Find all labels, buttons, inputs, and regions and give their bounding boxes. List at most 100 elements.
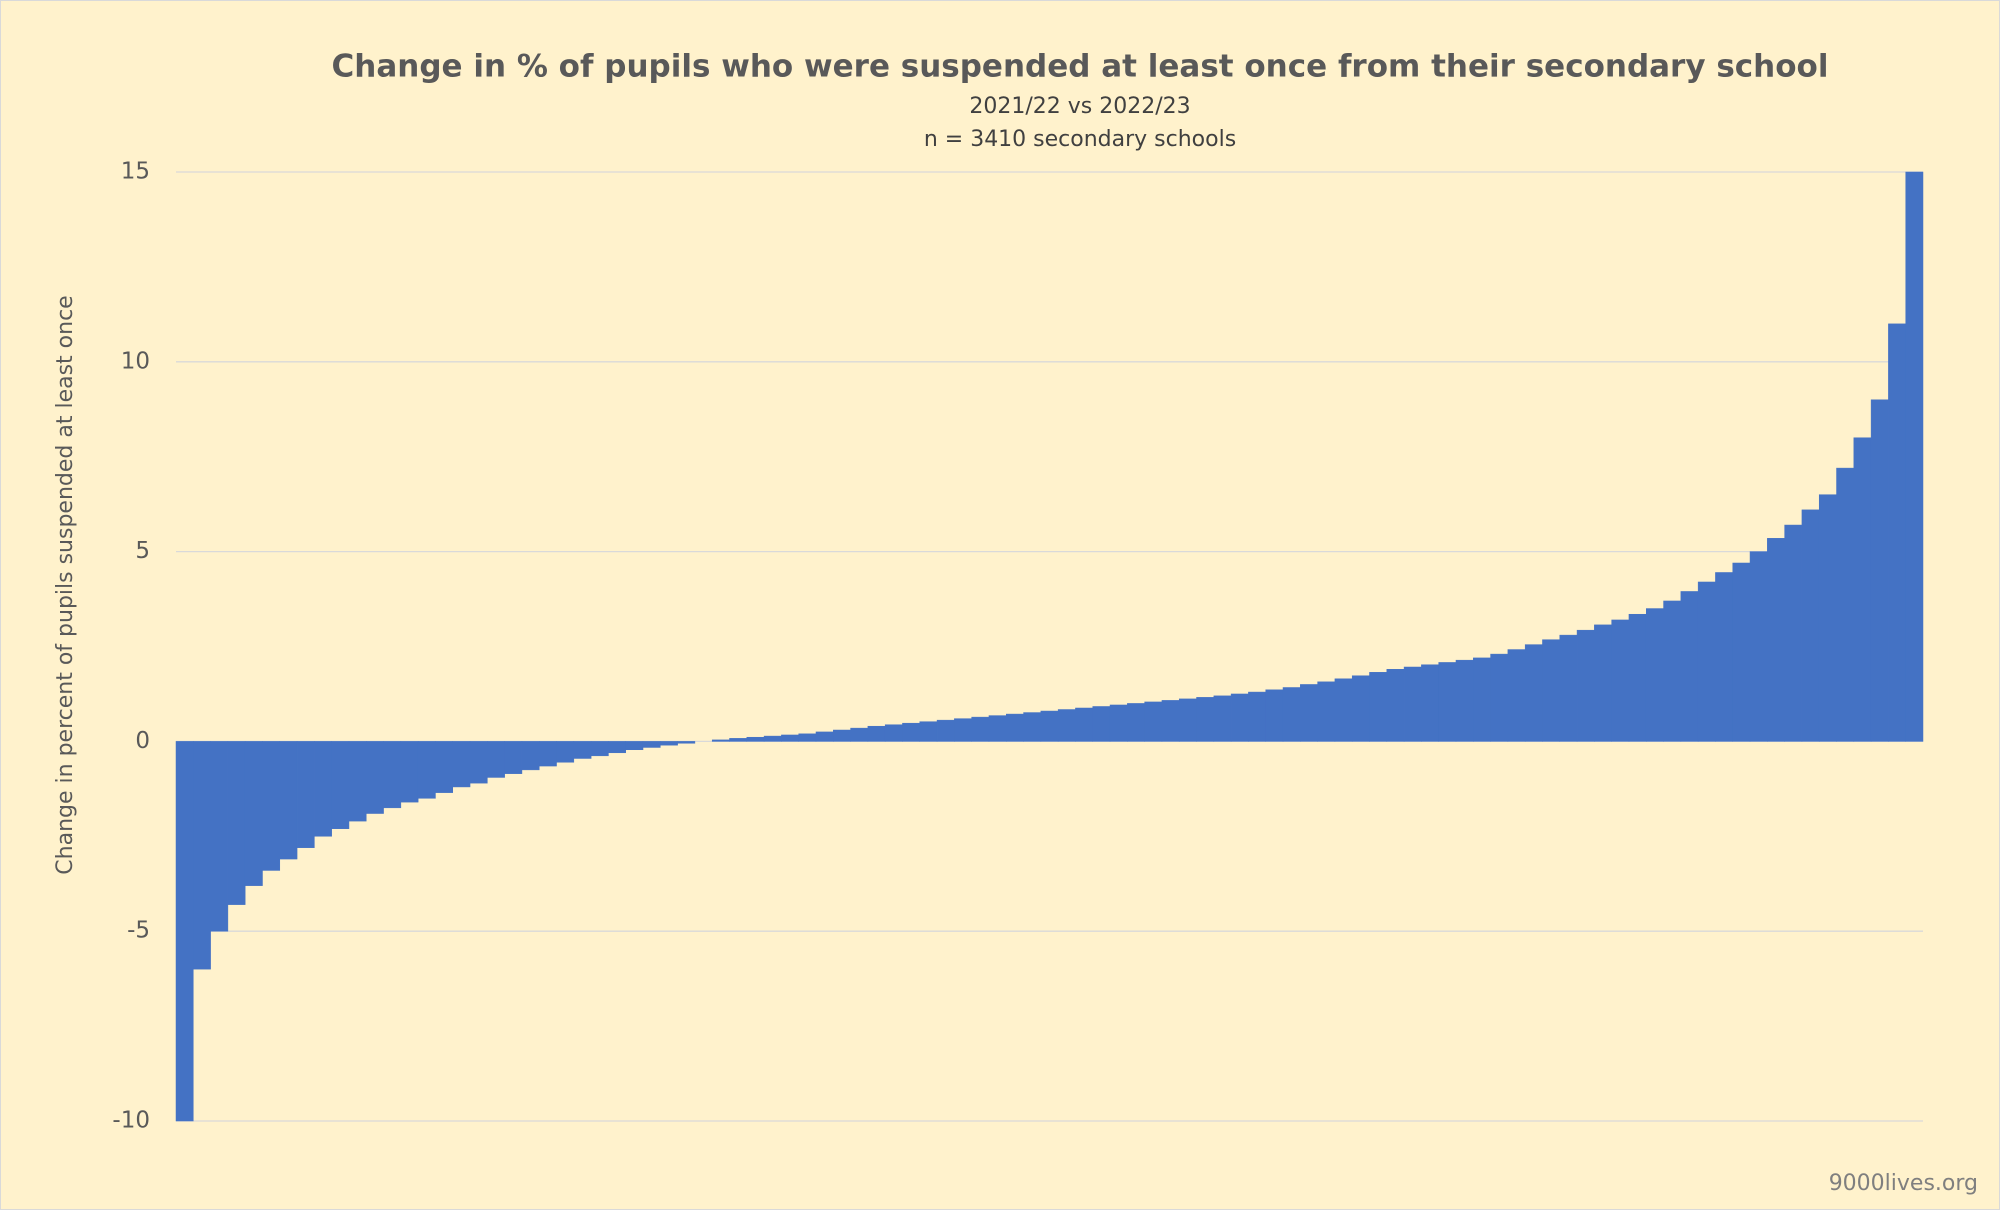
bar — [1265, 689, 1284, 742]
bar — [1092, 706, 1111, 742]
bar — [469, 741, 488, 784]
bar — [262, 741, 281, 871]
bar — [1282, 687, 1301, 742]
bar — [1507, 649, 1526, 742]
bar — [1628, 613, 1647, 742]
bar — [348, 741, 367, 822]
chart-subtitle: 2021/22 vs 2022/23 — [969, 94, 1190, 119]
bar — [1040, 710, 1059, 742]
bar — [660, 741, 678, 746]
bar — [1697, 581, 1716, 742]
bar — [1818, 494, 1837, 742]
bar — [1888, 323, 1906, 742]
bar — [729, 738, 748, 742]
bar — [608, 741, 626, 754]
bar — [1542, 639, 1561, 742]
chart-subtitle: n = 3410 secondary schools — [924, 127, 1236, 152]
bar — [452, 741, 471, 788]
bar — [331, 741, 350, 829]
bar — [642, 741, 661, 748]
bar — [1594, 624, 1612, 742]
bar — [1075, 707, 1093, 742]
bar — [1680, 591, 1699, 742]
bar — [1334, 678, 1353, 742]
bar — [1161, 700, 1180, 742]
bar — [1317, 681, 1336, 742]
bar — [1057, 709, 1076, 742]
bar — [1853, 437, 1872, 742]
y-tick-label: 0 — [135, 728, 150, 754]
bar — [193, 741, 211, 970]
bar — [1196, 697, 1215, 742]
bar — [1127, 703, 1145, 742]
bar — [1144, 701, 1163, 742]
bar — [936, 719, 955, 742]
bar — [366, 741, 384, 814]
bar — [1490, 653, 1509, 742]
bar — [711, 739, 730, 742]
bar — [971, 716, 990, 742]
bar — [296, 741, 315, 848]
bar — [1248, 691, 1266, 742]
bar — [1455, 659, 1474, 742]
bar — [798, 733, 817, 742]
bar — [919, 721, 938, 742]
bar — [1403, 666, 1422, 742]
bar — [1749, 551, 1768, 742]
bar — [884, 724, 903, 742]
bar — [625, 741, 644, 751]
bar — [1230, 693, 1249, 742]
bar — [1645, 608, 1664, 742]
bar — [1715, 572, 1733, 742]
source: 9000lives.org — [1829, 1171, 1978, 1196]
bar — [781, 734, 799, 742]
bar — [746, 736, 765, 742]
bar — [1905, 171, 1924, 742]
bar — [833, 729, 851, 742]
bar — [1386, 669, 1405, 742]
bar — [435, 741, 454, 793]
bar — [1300, 684, 1318, 742]
bar — [244, 741, 263, 886]
bar — [538, 741, 557, 767]
bar — [850, 727, 869, 742]
bar — [1109, 704, 1128, 742]
bar — [1213, 695, 1232, 742]
bar — [227, 741, 246, 905]
bar — [210, 741, 229, 932]
bar — [504, 741, 523, 774]
bar — [521, 741, 540, 771]
bar — [867, 725, 886, 742]
bar — [1421, 664, 1439, 742]
y-axis-label: Change in percent of pupils suspended at… — [53, 295, 78, 874]
bar — [487, 741, 505, 778]
bar — [1351, 675, 1370, 742]
y-tick-label: -10 — [112, 1108, 150, 1134]
bar — [1576, 629, 1595, 742]
y-tick-label: -5 — [127, 918, 150, 944]
y-tick-label: 5 — [135, 538, 150, 564]
bar — [1836, 467, 1855, 742]
bar — [1178, 698, 1197, 742]
bar — [175, 741, 194, 1122]
bar — [1801, 509, 1820, 742]
bar — [1732, 562, 1751, 742]
bar — [1369, 672, 1388, 742]
bar — [1473, 657, 1491, 742]
bar — [1767, 538, 1785, 742]
bar — [954, 718, 972, 742]
chart-title: Change in % of pupils who were suspended… — [332, 49, 1829, 85]
y-tick-label: 15 — [121, 159, 150, 185]
bar — [1006, 713, 1024, 742]
bar — [573, 741, 592, 759]
y-tick-label: 10 — [121, 348, 150, 374]
bar — [1611, 619, 1630, 742]
bar — [383, 741, 402, 809]
bar — [1438, 662, 1457, 742]
bar — [902, 722, 921, 742]
bar — [417, 741, 436, 799]
bar — [1559, 634, 1578, 742]
bar — [1663, 600, 1682, 742]
bar — [1784, 524, 1803, 742]
